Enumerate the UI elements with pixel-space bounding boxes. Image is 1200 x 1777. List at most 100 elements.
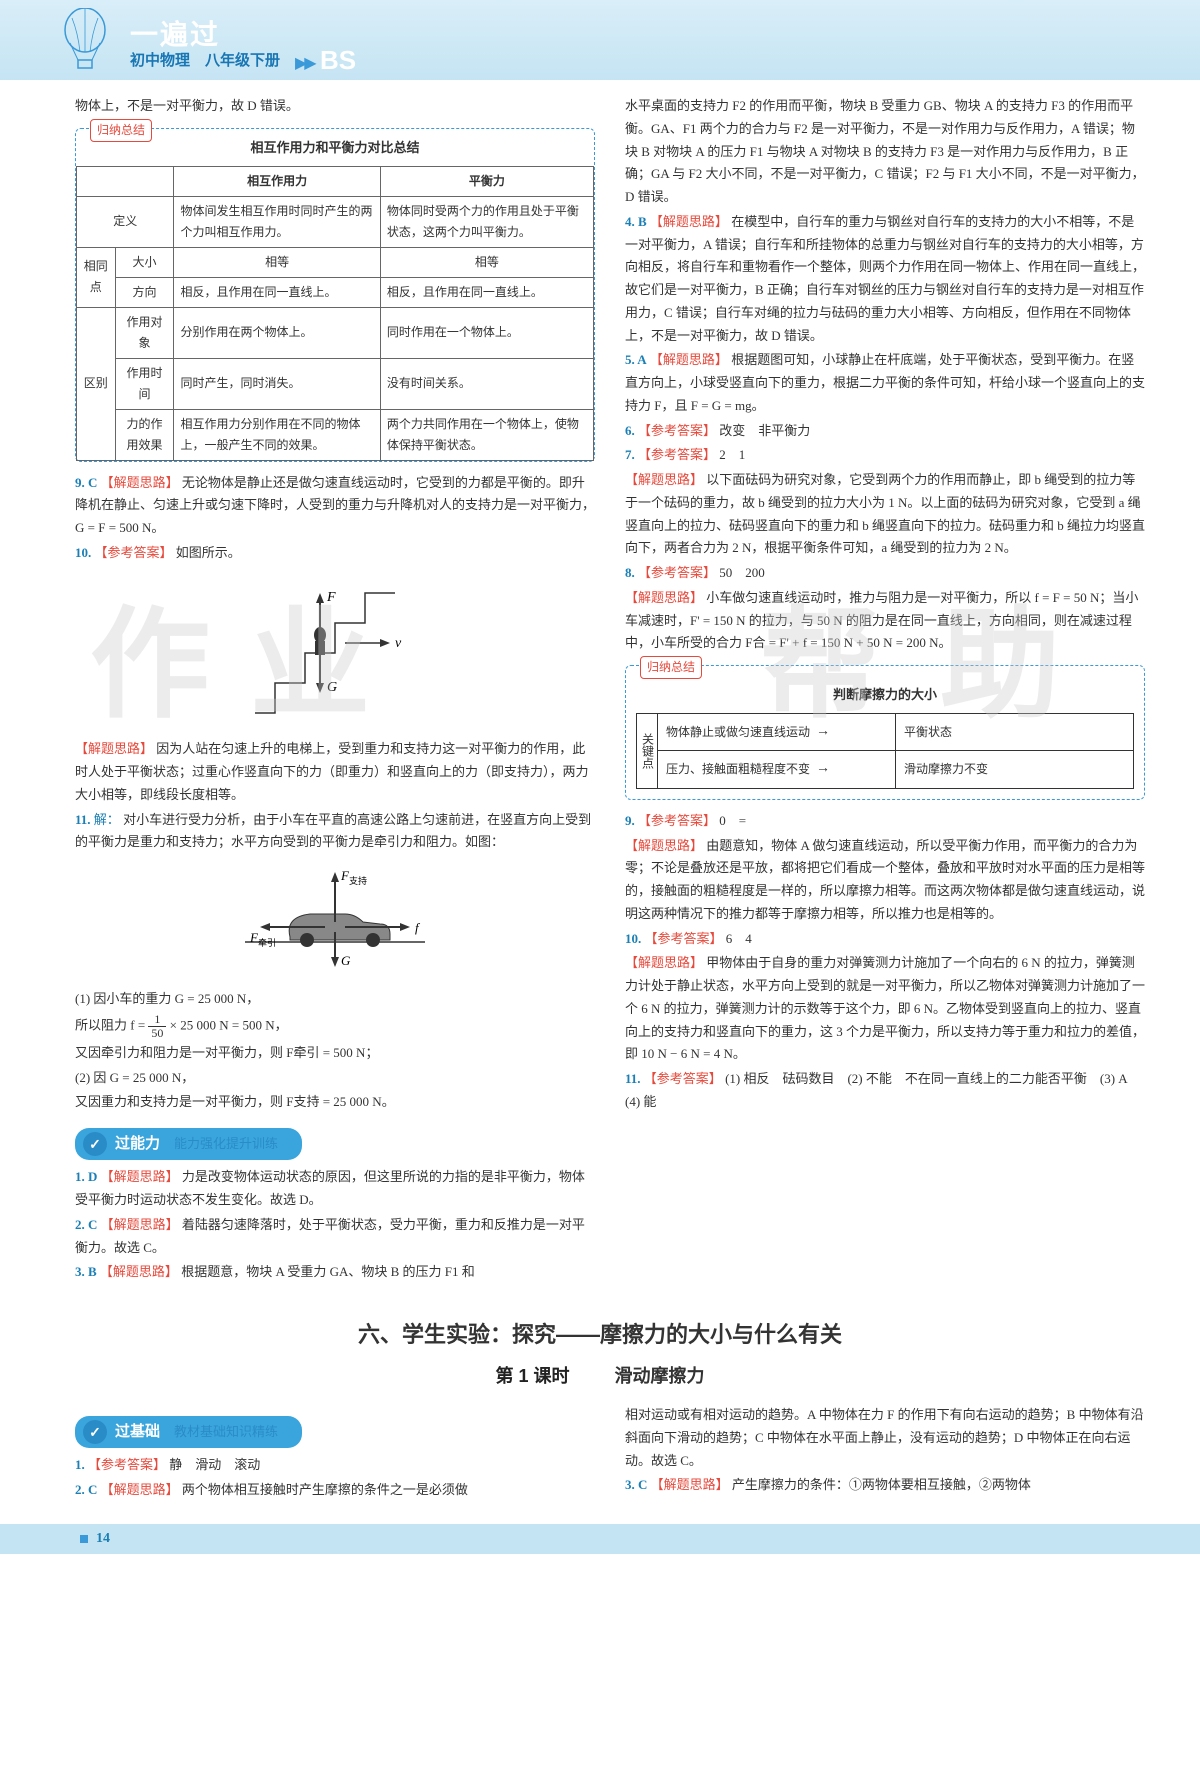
ability-3: 3. B 【解题思路】 根据题意，物块 A 受重力 GA、物块 B 的压力 F1… xyxy=(75,1261,595,1284)
cell: 两个力共同作用在一个物体上，使物体保持平衡状态。 xyxy=(380,409,593,460)
main-content: 物体上，不是一对平衡力，故 D 错误。 归纳总结 相互作用力和平衡力对比总结 相… xyxy=(0,80,1200,1286)
check-icon: ✓ xyxy=(83,1420,107,1444)
q-pre: 解： xyxy=(94,812,120,827)
q-num: 2. C xyxy=(75,1482,97,1497)
cell-def: 定义 xyxy=(77,196,174,247)
arrow-right-icon: → xyxy=(816,757,830,782)
banner-sub: 能力强化提升训练 xyxy=(174,1133,278,1156)
right-q9: 9. 【参考答案】 0 = xyxy=(625,810,1145,833)
lesson-row: 第 1 课时 滑动摩擦力 xyxy=(0,1361,1200,1393)
q-text: 两个物体相互接触时产生摩擦的条件之一是必须做 xyxy=(182,1482,468,1497)
fcell: 平衡状态 xyxy=(895,713,1134,752)
q-text: 产生摩擦力的条件：①两物体要相互接触，②两物体 xyxy=(732,1477,1031,1492)
cell: 力的作用效果 xyxy=(115,409,174,460)
check-icon: ✓ xyxy=(83,1132,107,1156)
q-text: 2 1 xyxy=(719,447,745,462)
cell: 作用对象 xyxy=(115,307,174,358)
summary-tab: 归纳总结 xyxy=(90,119,152,142)
q10: 10. 【参考答案】 如图所示。 xyxy=(75,542,595,565)
fcell: 滑动摩擦力不变 xyxy=(895,750,1134,789)
lesson-k: 第 1 课时 xyxy=(495,1366,569,1386)
summary-title: 相互作用力和平衡力对比总结 xyxy=(76,129,594,166)
ability-1: 1. D 【解题思路】 力是改变物体运动状态的原因，但这里所说的力指的是非平衡力… xyxy=(75,1166,595,1212)
q11: 11. 解： 对小车进行受力分析，由于小车在平直的高速公路上匀速前进，在竖直方向… xyxy=(75,809,595,855)
compare-table: 相互作用力 平衡力 定义 物体间发生相互作用时同时产生的两个力叫相互作用力。 物… xyxy=(76,166,594,461)
q-label: 【解题思路】 xyxy=(100,1264,178,1279)
right-q10: 10. 【参考答案】 6 4 xyxy=(625,928,1145,951)
q-num: 9. xyxy=(625,813,635,828)
q-label: 【参考答案】 xyxy=(638,813,716,828)
right-column-2: 相对运动或有相对运动的趋势。A 中物体在力 F 的作用下有向右运动的趋势；B 中… xyxy=(625,1404,1145,1504)
q-num: 1. D xyxy=(75,1169,97,1184)
q-text: 0 = xyxy=(719,813,746,828)
table-row: 力的作用效果 相互作用力分别作用在不同的物体上，一般产生不同的效果。 两个力共同… xyxy=(77,409,594,460)
q-label: 【解题思路】 xyxy=(625,955,703,970)
q-label: 【解题思路】 xyxy=(625,472,703,487)
q-text: 静 滑动 滚动 xyxy=(169,1457,260,1472)
basic-right-p1: 相对运动或有相对运动的趋势。A 中物体在力 F 的作用下有向右运动的趋势；B 中… xyxy=(625,1404,1145,1472)
lesson-t: 滑动摩擦力 xyxy=(615,1366,705,1386)
page: 作 业 帮 助 一遍过 初中物理 八年级下册 ▶▶ BS 物体上，不是一对平衡力… xyxy=(0,0,1200,1594)
right-q8: 8. 【参考答案】 50 200 xyxy=(625,562,1145,585)
label-Fs-sub: 支持 xyxy=(349,875,367,886)
calc-3: 又因牵引力和阻力是一对平衡力，则 F牵引 = 500 N； xyxy=(75,1042,595,1065)
right-q10b: 【解题思路】 甲物体由于自身的重力对弹簧测力计施加了一个向右的 6 N 的拉力，… xyxy=(625,952,1145,1066)
right-q4: 4. B 【解题思路】 在模型中，自行车的重力与钢丝对自行车的支持力的大小不相等… xyxy=(625,211,1145,348)
right-q11: 11. 【参考答案】 (1) 相反 砝码数目 (2) 不能 不在同一直线上的二力… xyxy=(625,1068,1145,1114)
basic-right-q3: 3. C 【解题思路】 产生摩擦力的条件：①两物体要相互接触，②两物体 xyxy=(625,1474,1145,1497)
cell: 相互作用力分别作用在不同的物体上，一般产生不同的效果。 xyxy=(174,409,380,460)
basic-banner: ✓ 过基础 教材基础知识精练 xyxy=(75,1416,302,1448)
elevator-diagram: F G v xyxy=(75,573,595,731)
label-F: F xyxy=(326,590,336,605)
friction-cells: 物体静止或做匀速直线运动→ 平衡状态 压力、接触面粗糙程度不变→ 滑动摩擦力不变 xyxy=(658,713,1134,789)
q-text: 因为人站在匀速上升的电梯上，受到重力和支持力这一对平衡力的作用，此时人处于平衡状… xyxy=(75,741,589,802)
q9: 9. C 【解题思路】 无论物体是静止还是做匀速直线运动时，它受到的力都是平衡的… xyxy=(75,472,595,540)
chapter-title: 六、学生实验：探究——摩擦力的大小与什么有关 xyxy=(358,1322,842,1347)
q-text: 由题意知，物体 A 做匀速直线运动，所以受平衡力作用，而平衡力的合力为零；不论是… xyxy=(625,838,1145,921)
q-label: 【解题思路】 xyxy=(75,741,153,756)
q-text: 在模型中，自行车的重力与钢丝对自行车的支持力的大小不相等，不是一对平衡力，A 错… xyxy=(625,214,1145,343)
q-text: 如图所示。 xyxy=(176,545,241,560)
calc-2: 所以阻力 f = 150 × 25 000 N = 500 N， xyxy=(75,1013,595,1040)
table-row: 相互作用力 平衡力 xyxy=(77,166,594,196)
q-label: 【参考答案】 xyxy=(645,931,723,946)
q-label: 【解题思路】 xyxy=(101,1217,179,1232)
cell: 相等 xyxy=(380,247,593,277)
ability-banner-wrap: ✓ 过能力 能力强化提升训练 xyxy=(75,1116,595,1166)
friction-key: 关键点 xyxy=(636,713,658,789)
q-num: 11. xyxy=(625,1071,641,1086)
summary-tab: 归纳总结 xyxy=(640,656,702,679)
q-label: 【解题思路】 xyxy=(101,1482,179,1497)
q-num: 6. xyxy=(625,423,635,438)
right-q8b: 【解题思路】 小车做匀速直线运动时，推力与阻力是一对平衡力，所以 f = F =… xyxy=(625,587,1145,655)
t: 压力、接触面粗糙程度不变 xyxy=(666,759,810,780)
chapter-title-row: 六、学生实验：探究——摩擦力的大小与什么有关 xyxy=(0,1316,1200,1355)
ability-2: 2. C 【解题思路】 着陆器匀速降落时，处于平衡状态，受力平衡，重力和反推力是… xyxy=(75,1214,595,1260)
right-q5: 5. A 【解题思路】 根据题图可知，小球静止在杆底端，处于平衡状态，受到平衡力… xyxy=(625,349,1145,417)
page-footer: 14 xyxy=(0,1524,1200,1554)
friction-inner: 关键点 物体静止或做匀速直线运动→ 平衡状态 压力、接触面粗糙程度不变→ 滑动摩… xyxy=(636,713,1134,789)
q-text: 甲物体由于自身的重力对弹簧测力计施加了一个向右的 6 N 的拉力，弹簧测力计处于… xyxy=(625,955,1145,1061)
q-num: 1. xyxy=(75,1457,85,1472)
ability-banner: ✓ 过能力 能力强化提升训练 xyxy=(75,1128,302,1160)
q10-explain: 【解题思路】 因为人站在匀速上升的电梯上，受到重力和支持力这一对平衡力的作用，此… xyxy=(75,738,595,806)
q-num: 7. xyxy=(625,447,635,462)
q-label: 【解题思路】 xyxy=(650,352,728,367)
arrows-icon: ▶▶ xyxy=(295,50,314,78)
cell: 相反，且作用在同一直线上。 xyxy=(174,277,380,307)
q-text: 改变 非平衡力 xyxy=(719,423,810,438)
calc-4: (2) 因 G = 25 000 N， xyxy=(75,1067,595,1090)
q-num: 8. xyxy=(625,565,635,580)
q-label: 【解题思路】 xyxy=(625,590,703,605)
table-row: 方向 相反，且作用在同一直线上。 相反，且作用在同一直线上。 xyxy=(77,277,594,307)
q-text: 以下面砝码为研究对象，它受到两个力的作用而静止，即 b 绳受到的拉力等于一个砝码… xyxy=(625,472,1145,555)
q-text: 50 200 xyxy=(719,565,765,580)
cell-same: 相同点 xyxy=(77,247,116,307)
arrow-right-icon: → xyxy=(816,720,830,745)
cell: 方向 xyxy=(115,277,174,307)
q-num: 2. C xyxy=(75,1217,97,1232)
label-G: G xyxy=(341,953,351,968)
basic-1: 1. 【参考答案】 静 滑动 滚动 xyxy=(75,1454,595,1477)
q-label: 【解题思路】 xyxy=(650,214,728,229)
q-text: 6 4 xyxy=(726,931,752,946)
